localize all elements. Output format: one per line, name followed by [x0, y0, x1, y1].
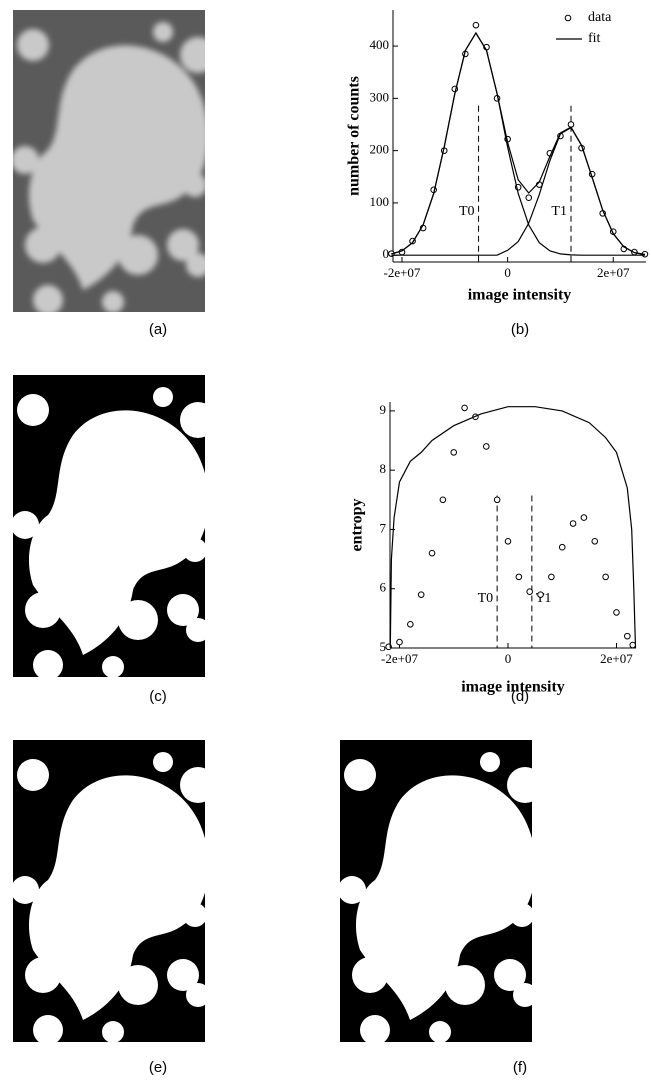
data-point — [397, 639, 403, 645]
data-point — [630, 642, 636, 648]
x-axis-title: image intensity — [468, 287, 572, 304]
threshold-label: T0 — [478, 591, 494, 606]
y-tick-label: 0 — [383, 246, 390, 261]
legend-label: fit — [588, 31, 601, 46]
x-tick-label: -2e+07 — [384, 265, 421, 280]
y-tick-label: 6 — [380, 580, 387, 595]
y-axis-title: number of counts — [346, 76, 363, 196]
y-tick-label: 300 — [370, 89, 390, 104]
y-tick-label: 200 — [370, 142, 390, 157]
legend-marker — [565, 15, 571, 21]
x-tick-label: -2e+07 — [381, 651, 418, 666]
data-point — [625, 633, 631, 639]
y-tick-label: 400 — [370, 37, 390, 52]
y-tick-label: 8 — [380, 461, 387, 476]
data-point — [581, 515, 587, 521]
data-point — [538, 592, 544, 598]
line — [390, 407, 635, 648]
data-point — [592, 539, 598, 545]
data-point — [527, 589, 533, 595]
x-tick-label: 2e+07 — [597, 265, 630, 280]
x-axis-title: image intensity — [461, 679, 565, 696]
y-tick-label: 9 — [380, 402, 387, 417]
image-e — [11, 740, 216, 1045]
image-a — [11, 10, 216, 315]
data-point — [559, 544, 565, 550]
caption: (b) — [511, 321, 529, 338]
line — [391, 33, 645, 255]
figure: (a) (b) (c) (d) (e) (f) 0100200300400-2e… — [0, 0, 651, 1085]
x-tick-label: 2e+07 — [600, 651, 633, 666]
line — [391, 33, 645, 255]
image-f — [338, 740, 543, 1045]
data-point — [516, 574, 522, 580]
x-tick-label: 0 — [504, 265, 511, 280]
caption: (f) — [513, 1059, 527, 1076]
image-c — [11, 375, 216, 680]
caption: (e) — [149, 1059, 167, 1076]
data-point — [451, 450, 457, 456]
data-point — [614, 610, 620, 616]
threshold-label: T0 — [459, 204, 475, 219]
data-point — [494, 497, 500, 503]
threshold-label: T1 — [551, 204, 567, 219]
y-tick-label: 7 — [380, 520, 387, 535]
x-tick-label: 0 — [505, 651, 512, 666]
data-point — [429, 550, 435, 556]
data-point — [473, 22, 479, 28]
data-point — [549, 574, 555, 580]
caption: (a) — [149, 321, 167, 338]
caption: (c) — [149, 688, 167, 705]
data-point — [408, 621, 414, 627]
data-point — [462, 405, 468, 411]
y-tick-label: 100 — [370, 194, 390, 209]
legend-label: data — [588, 10, 612, 25]
y-axis-title: entropy — [349, 498, 366, 551]
data-point — [483, 444, 489, 450]
data-point — [418, 592, 424, 598]
data-point — [505, 539, 511, 545]
data-point — [570, 521, 576, 527]
data-point — [440, 497, 446, 503]
data-point — [526, 195, 532, 201]
data-point — [603, 574, 609, 580]
